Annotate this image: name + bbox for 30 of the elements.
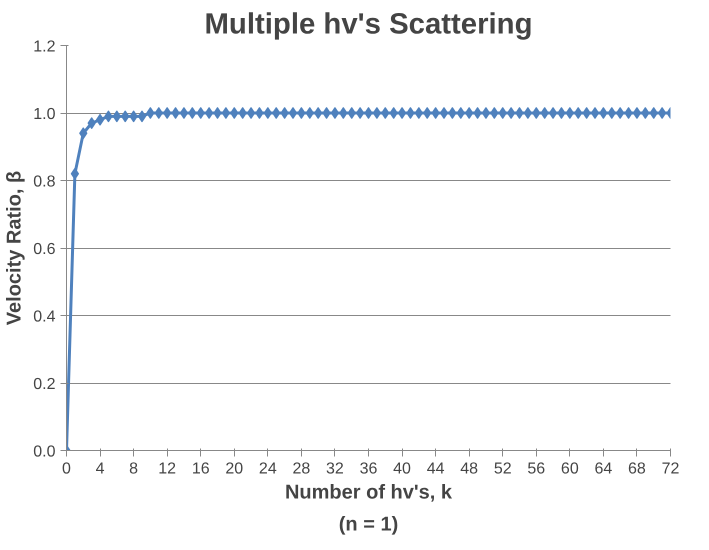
y-axis-title: Velocity Ratio, β: [3, 170, 26, 326]
x-tick-label: 60: [560, 460, 579, 478]
x-tick-label: 64: [594, 460, 612, 478]
x-tick-label: 8: [129, 460, 138, 478]
x-tick-label: 12: [158, 460, 176, 478]
y-tick-label: 1.2: [33, 38, 56, 56]
x-tick-label: 56: [527, 460, 546, 478]
y-tick-label: 0.0: [33, 444, 56, 460]
x-tick-label: 68: [628, 460, 646, 478]
text: (n = 1): [338, 514, 398, 536]
x-tick-label: 24: [258, 460, 277, 478]
x-tick-label: 72: [662, 460, 680, 478]
x-tick-label: 28: [292, 460, 310, 478]
x-tick-label: 4: [96, 460, 105, 478]
x-tick-label: 0: [62, 460, 72, 478]
x-tick-label: 36: [360, 460, 378, 478]
x-tick-label: 20: [225, 460, 244, 478]
x-tick-label: 32: [326, 460, 344, 478]
y-tick-label: 0.6: [33, 241, 56, 258]
x-tick-label: 52: [494, 460, 512, 478]
x-tick-label: 40: [393, 460, 412, 478]
x-axis-title: Number of hv's, k: [284, 482, 453, 504]
x-tick-label: 16: [192, 460, 210, 478]
x-tick-label: 48: [460, 460, 478, 478]
y-tick-label: 1.0: [33, 106, 56, 123]
y-tick-label: 0.2: [33, 376, 56, 393]
y-tick-label: 0.4: [33, 308, 56, 326]
y-tick-label: 0.8: [33, 174, 56, 190]
x-tick-label: 44: [426, 460, 445, 478]
chart-title: Multiple hv's Scattering: [204, 8, 533, 40]
